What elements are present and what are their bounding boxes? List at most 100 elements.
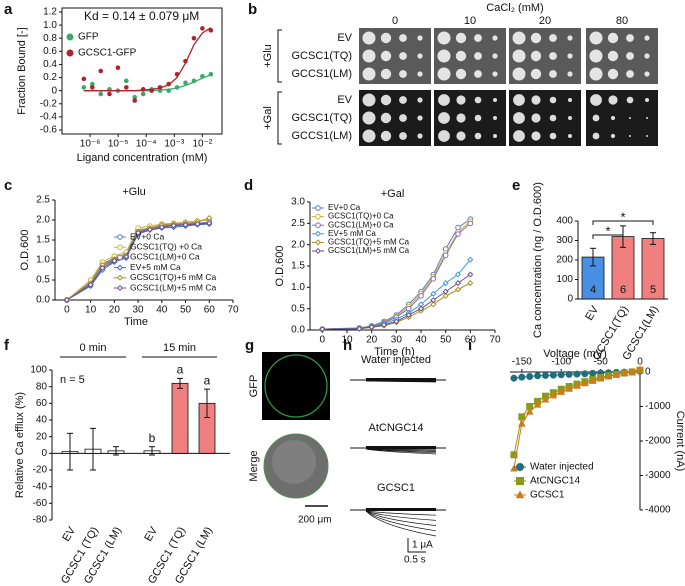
y-tick-label: -80 <box>33 515 48 526</box>
yeast-spot <box>362 31 376 45</box>
yeast-spot <box>567 71 573 77</box>
yeast-spot <box>456 131 466 141</box>
yeast-spot <box>417 71 423 77</box>
yeast-spot <box>607 32 619 44</box>
y-tick-label: 0.4 <box>43 59 57 70</box>
marker <box>123 253 130 260</box>
data-point <box>183 80 188 86</box>
x-tick-label: 10⁻⁵ <box>108 139 129 150</box>
column-label: 0 <box>392 15 398 27</box>
group-label: 0 min <box>80 342 107 354</box>
yeast-spot <box>399 34 407 42</box>
marker <box>526 372 534 380</box>
x-tick-label: -50 <box>593 357 608 368</box>
yeast-spot <box>474 132 482 140</box>
y-tick-label: 0.5 <box>36 275 50 286</box>
x-tick-label: 50 <box>440 335 452 346</box>
x-tick-label: 30 <box>133 305 145 316</box>
bar <box>171 382 189 454</box>
yeast-spot <box>456 113 466 123</box>
marker <box>533 400 542 408</box>
trace-label: AtCNGC14 <box>368 422 423 434</box>
yeast-spot <box>474 34 482 42</box>
significance-bracket <box>592 234 624 239</box>
marker <box>430 301 437 308</box>
marker <box>393 318 400 325</box>
y-tick-label: 0 <box>645 367 651 378</box>
y-tick-label: 1.5 <box>291 261 305 272</box>
yeast-spot <box>417 53 423 59</box>
yeast-spot <box>567 53 573 59</box>
y-tick-label: 2.0 <box>291 239 305 250</box>
legend-label: EV+0 Ca <box>130 231 165 241</box>
marker <box>99 264 106 272</box>
marker <box>182 221 189 228</box>
condition-label: +Glu <box>262 44 274 68</box>
yeast-spot <box>626 96 634 104</box>
x-tick-label: EV <box>60 524 78 543</box>
significance-bracket <box>592 220 654 225</box>
yeast-spot <box>626 34 634 42</box>
yeast-spot <box>399 114 407 122</box>
yeast-spot <box>610 115 616 121</box>
y-axis-label: Relative Ca efflux (%) <box>14 392 26 498</box>
x-tick-label: -100 <box>551 357 571 368</box>
trace-label: GCSC1 <box>377 482 415 494</box>
annotation: Kd = 0.14 ± 0.079 μM <box>84 9 199 23</box>
marker <box>620 369 629 376</box>
y-tick-label: 80 <box>36 381 48 392</box>
y-tick-label: 40 <box>36 415 48 426</box>
data-point <box>123 78 129 84</box>
marker <box>315 222 321 228</box>
y-tick-label: -0.4 <box>40 112 58 123</box>
n-label: 4 <box>590 284 596 296</box>
data-point <box>191 78 197 84</box>
bracket <box>277 29 282 83</box>
marker <box>517 419 526 427</box>
marker <box>146 226 153 233</box>
y-tick-label: 0.8 <box>43 33 57 44</box>
data-point <box>183 58 188 64</box>
trace-pulse <box>366 446 436 449</box>
marker <box>549 371 557 379</box>
marker <box>117 234 123 240</box>
fit-line <box>83 27 212 92</box>
y-tick-label: 0.0 <box>36 295 50 306</box>
legend-label: GCSC1(LM)+5 mM Ca <box>130 282 216 292</box>
merge-center <box>272 440 316 484</box>
data-point <box>191 35 197 41</box>
marker <box>430 276 437 282</box>
yeast-spot <box>493 134 497 138</box>
panel-label: b <box>248 1 257 18</box>
data-point <box>115 65 121 71</box>
marker <box>170 222 177 229</box>
data-point <box>200 26 205 31</box>
panel-label: h <box>343 337 352 354</box>
yeast-spot <box>513 112 525 124</box>
chart-title: +Glu <box>122 186 146 198</box>
y-tick-label: 400 <box>556 216 573 227</box>
marker <box>117 254 123 261</box>
yeast-spot <box>626 52 634 60</box>
marker <box>557 371 565 379</box>
marker <box>604 372 613 380</box>
row-label: GCCS1(LM) <box>291 68 352 80</box>
marker <box>87 281 94 288</box>
y-tick-label: 1.0 <box>36 255 50 266</box>
panel-label: f <box>4 337 10 354</box>
marker <box>315 205 321 211</box>
marker <box>467 220 474 227</box>
marker <box>467 271 474 278</box>
marker <box>314 247 322 255</box>
marker <box>573 381 581 389</box>
yeast-spot <box>456 95 466 105</box>
x-tick-label: 20 <box>109 305 121 316</box>
yeast-spot <box>437 31 451 45</box>
marker <box>580 379 589 387</box>
yeast-spot <box>417 35 423 41</box>
channel-label: Merge <box>248 450 260 481</box>
yeast-spot <box>362 67 376 81</box>
yeast-spot <box>380 68 392 80</box>
data-point <box>149 88 154 93</box>
